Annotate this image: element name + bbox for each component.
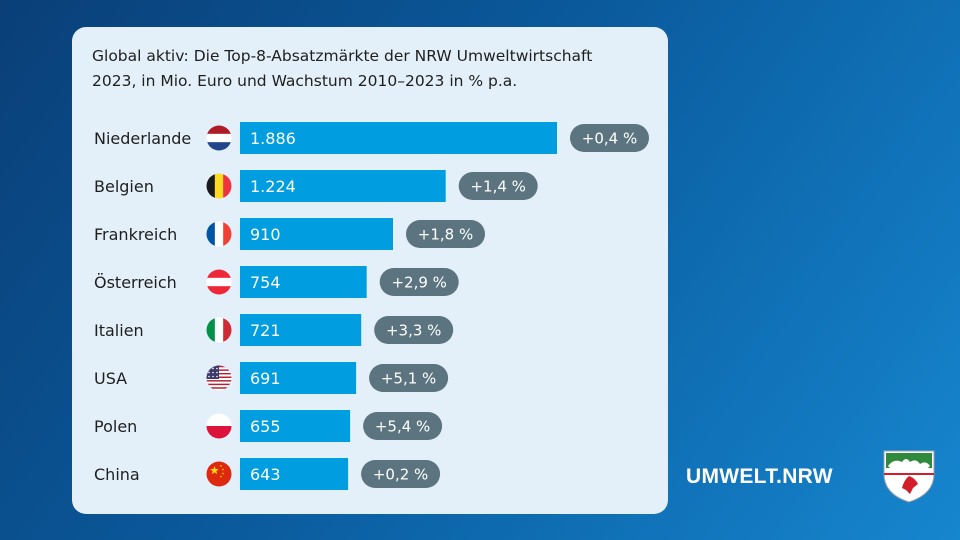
usa-flag-icon: [206, 365, 232, 391]
growth-label: +3,3 %: [386, 322, 441, 340]
bar-value-label: 643: [250, 465, 281, 484]
netherlands-flag-icon: [206, 125, 232, 151]
bar: [240, 314, 362, 346]
growth-label: +5,1 %: [381, 370, 436, 388]
poland-flag-icon: [206, 413, 232, 439]
growth-badge: [379, 268, 459, 296]
bar: [240, 218, 393, 250]
category-label: China: [94, 465, 140, 484]
growth-label: +2,9 %: [391, 274, 446, 292]
growth-label: +1,4 %: [470, 178, 525, 196]
bar-value-label: 754: [250, 273, 281, 292]
bar: [240, 266, 367, 298]
category-label: Polen: [94, 417, 137, 436]
austria-flag-icon: [206, 269, 232, 295]
belgium-flag-icon: [206, 173, 232, 199]
france-flag-icon: [206, 221, 232, 247]
growth-badge: [374, 316, 454, 344]
bar: [240, 362, 357, 394]
growth-badge: [458, 172, 538, 200]
bar-value-label: 721: [250, 321, 281, 340]
china-flag-icon: [206, 461, 232, 487]
category-label: USA: [94, 369, 127, 388]
growth-badge: [361, 460, 441, 488]
bar: [240, 122, 557, 154]
bar: [240, 458, 349, 490]
bar: [240, 170, 446, 202]
growth-label: +1,8 %: [418, 226, 473, 244]
bar: [240, 410, 351, 442]
bar-value-label: 910: [250, 225, 281, 244]
category-label: Niederlande: [94, 129, 191, 148]
growth-label: +0,4 %: [582, 130, 637, 148]
bar-value-label: 1.886: [250, 129, 296, 148]
italy-flag-icon: [206, 317, 232, 343]
growth-badge: [570, 124, 649, 152]
chart-title-line-2: 2023, in Mio. Euro und Wachstum 2010–202…: [92, 72, 518, 90]
category-label: Belgien: [94, 177, 154, 196]
bar-value-label: 655: [250, 417, 281, 436]
brand-wordmark: UMWELT.NRW: [686, 465, 833, 488]
bar-value-label: 691: [250, 369, 281, 388]
growth-badge: [406, 220, 485, 248]
growth-badge: [369, 364, 449, 392]
chart-title: Global aktiv: Die Top-8-Absatzmärkte der…: [92, 44, 652, 94]
growth-badge: [363, 412, 443, 440]
nrw-coat-of-arms-icon: [883, 450, 935, 503]
category-label: Frankreich: [94, 225, 177, 244]
category-label: Italien: [94, 321, 144, 340]
bar-value-label: 1.224: [250, 177, 296, 196]
chart-title-line-1: Global aktiv: Die Top-8-Absatzmärkte der…: [92, 47, 593, 65]
growth-label: +5,4 %: [375, 418, 430, 436]
growth-label: +0,2 %: [373, 466, 428, 484]
category-label: Österreich: [94, 273, 177, 292]
